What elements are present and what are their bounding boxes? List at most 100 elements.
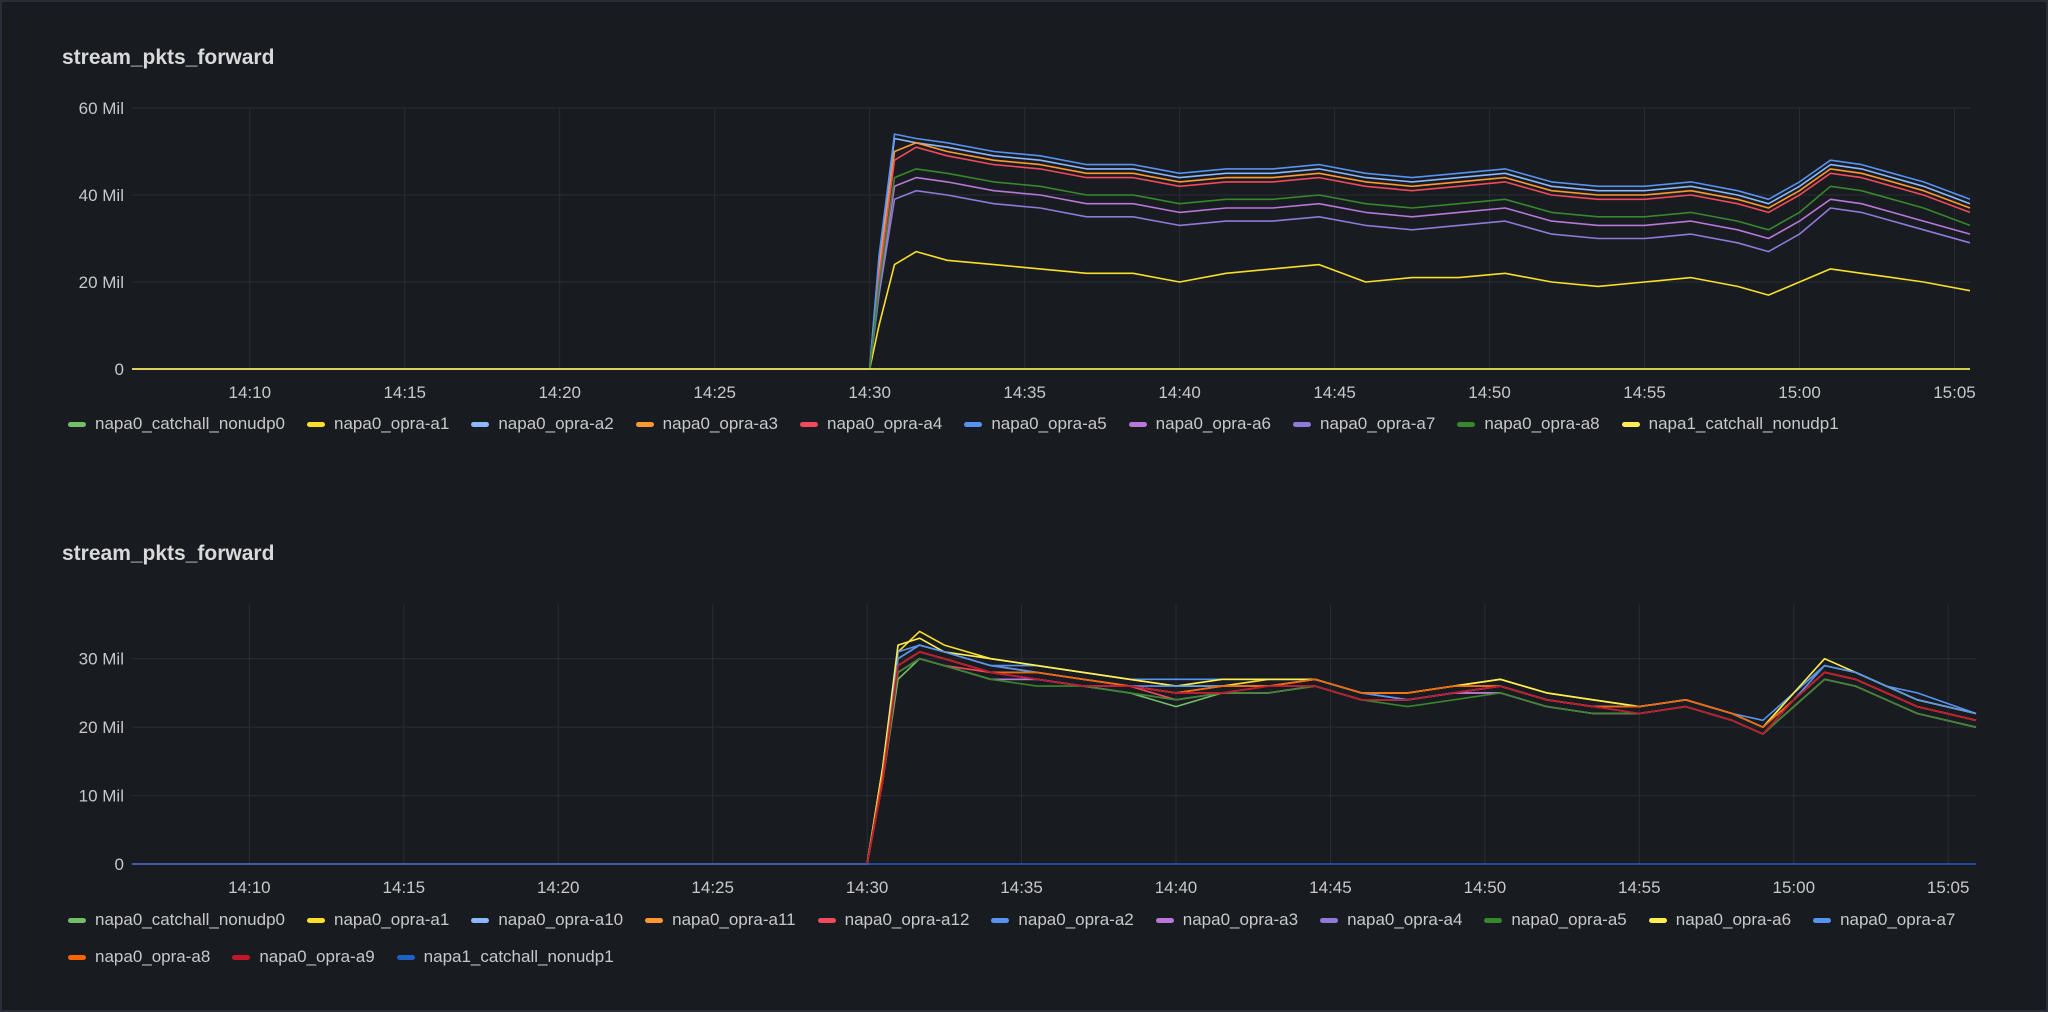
- legend-item[interactable]: napa0_opra-a5: [1484, 908, 1627, 932]
- x-tick-label: 15:00: [1772, 878, 1815, 897]
- series-line-napa0_opra-a3[interactable]: [132, 142, 1971, 370]
- legend-label: napa0_opra-a2: [498, 414, 614, 433]
- legend-item[interactable]: napa0_opra-a8: [1457, 412, 1600, 436]
- x-tick-label: 14:15: [383, 878, 426, 897]
- panel-title[interactable]: stream_pkts_forward: [62, 46, 275, 69]
- x-tick-label: 15:00: [1778, 383, 1821, 402]
- series-line-napa0_opra-a5[interactable]: [132, 657, 1977, 865]
- y-tick-label: 20 Mil: [79, 718, 124, 737]
- legend-item[interactable]: napa0_opra-a5: [964, 412, 1107, 436]
- x-tick-label: 14:25: [693, 383, 736, 402]
- legend-label: napa0_opra-a11: [672, 910, 796, 929]
- series-line-napa0_opra-a12[interactable]: [132, 657, 1977, 865]
- legend-item[interactable]: napa1_catchall_nonudp1: [396, 945, 614, 969]
- legend-swatch: [1484, 917, 1503, 923]
- legend-label: napa0_opra-a8: [1484, 414, 1600, 433]
- series-line-napa0_opra-a6[interactable]: [132, 176, 1971, 370]
- legend-item[interactable]: napa0_opra-a11: [645, 908, 796, 932]
- legend-swatch: [1155, 917, 1174, 923]
- legend-item[interactable]: napa0_opra-a6: [1128, 412, 1271, 436]
- legend-swatch: [1320, 917, 1339, 923]
- chart-plot[interactable]: 14:10 14:15 14:20 14:25 14:30 14:35 14:40 14:45…: [2, 498, 2046, 1010]
- panel-title[interactable]: stream_pkts_forward: [62, 542, 275, 565]
- legend-item[interactable]: napa1_catchall_nonudp1: [1621, 412, 1839, 436]
- legend-label: napa0_opra-a4: [827, 414, 943, 433]
- legend-item[interactable]: napa0_opra-a10: [471, 908, 623, 932]
- legend-item[interactable]: napa0_opra-a3: [635, 412, 778, 436]
- legend-item[interactable]: napa0_opra-a6: [1648, 908, 1792, 932]
- legend-swatch: [471, 421, 490, 427]
- x-tick-label: 14:30: [846, 878, 889, 897]
- series-line-napa0_opra-a8[interactable]: [132, 168, 1971, 370]
- time-series-panel: stream_pkts_forward 14:10 14:15 14:20 14:25…: [2, 498, 2046, 1010]
- y-tick-label: 40 Mil: [79, 186, 124, 205]
- series-line-napa0_opra-a3[interactable]: [132, 657, 1977, 865]
- series-line-napa0_opra-a5[interactable]: [132, 133, 1971, 370]
- legend-label: napa0_opra-a10: [498, 910, 624, 929]
- legend-swatch: [817, 917, 836, 923]
- legend-item[interactable]: napa0_opra-a8: [68, 945, 210, 969]
- legend-swatch: [307, 917, 326, 923]
- series-line-napa0_opra-a8[interactable]: [132, 651, 1977, 865]
- legend-swatch: [232, 954, 251, 960]
- legend-item[interactable]: napa0_opra-a4: [800, 412, 942, 436]
- series-line-napa0_opra-a1[interactable]: [132, 250, 1971, 370]
- legend-swatch: [645, 917, 664, 923]
- legend-item[interactable]: napa0_catchall_nonudp0: [68, 412, 285, 436]
- series-line-napa0_opra-a6[interactable]: [132, 637, 1977, 865]
- legend-label: napa0_opra-a5: [1511, 910, 1627, 929]
- time-series-panel: stream_pkts_forward 14:10 14:15 14:20 14:25…: [2, 2, 2046, 492]
- x-tick-label: 14:30: [848, 383, 891, 402]
- legend-item[interactable]: napa0_catchall_nonudp0: [68, 908, 285, 932]
- legend-label: napa0_opra-a7: [1319, 414, 1436, 433]
- x-tick-label: 14:25: [691, 878, 734, 897]
- legend-item[interactable]: napa0_opra-a3: [1155, 908, 1298, 932]
- legend-label: napa0_opra-a4: [1347, 910, 1463, 929]
- series-line-napa0_opra-a9[interactable]: [132, 651, 1977, 865]
- legend-item[interactable]: napa0_opra-a1: [307, 908, 449, 932]
- legend-item[interactable]: napa0_opra-a7: [1292, 412, 1436, 436]
- series-line-napa0_catchall_nonudp0[interactable]: [132, 657, 1977, 865]
- legend-swatch: [991, 917, 1010, 923]
- legend-swatch: [1457, 421, 1476, 427]
- y-tick-label: 0: [115, 360, 124, 379]
- legend-label: napa0_opra-a6: [1155, 414, 1271, 433]
- legend-label: napa0_opra-a2: [1018, 910, 1134, 929]
- x-tick-label: 14:55: [1618, 878, 1661, 897]
- series-line-napa0_opra-a11[interactable]: [132, 644, 1977, 865]
- chart-legend: napa0_catchall_nonudp0 napa0_opra-a1 napa0…: [68, 908, 1968, 969]
- legend-label: napa0_opra-a1: [334, 910, 450, 929]
- legend-item[interactable]: napa0_opra-a1: [307, 412, 449, 436]
- legend-label: napa0_opra-a5: [991, 414, 1107, 433]
- legend-item[interactable]: napa0_opra-a2: [471, 412, 614, 436]
- legend-label: napa0_opra-a8: [95, 947, 211, 966]
- series-line-napa0_opra-a10[interactable]: [132, 651, 1977, 865]
- legend-item[interactable]: napa0_opra-a7: [1813, 908, 1955, 932]
- legend-swatch: [800, 421, 818, 427]
- legend-label: napa0_opra-a3: [662, 414, 778, 433]
- series-line-napa0_opra-a2[interactable]: [132, 137, 1971, 370]
- legend-label: napa0_opra-a6: [1675, 910, 1792, 929]
- legend-swatch: [68, 917, 86, 923]
- series-line-napa0_opra-a2[interactable]: [132, 644, 1977, 865]
- series-line-napa0_opra-a7[interactable]: [132, 189, 1971, 370]
- legend-swatch: [964, 421, 983, 427]
- y-tick-label: 0: [115, 855, 124, 874]
- series-line-napa0_opra-a4[interactable]: [132, 146, 1971, 370]
- legend-item[interactable]: napa0_opra-a9: [232, 945, 375, 969]
- series-line-napa0_opra-a4[interactable]: [132, 651, 1977, 865]
- legend-swatch: [1621, 421, 1640, 427]
- legend-item[interactable]: napa0_opra-a2: [991, 908, 1134, 932]
- chart-plot[interactable]: 14:10 14:15 14:20 14:25 14:30 14:35 14:40 14:45…: [2, 2, 2046, 492]
- x-tick-label: 14:50: [1468, 383, 1511, 402]
- legend-item[interactable]: napa0_opra-a12: [817, 908, 969, 932]
- legend-swatch: [396, 954, 415, 960]
- x-tick-label: 14:45: [1313, 383, 1356, 402]
- series-line-napa0_opra-a7[interactable]: [132, 644, 1977, 865]
- x-tick-label: 15:05: [1933, 383, 1976, 402]
- legend-swatch: [1648, 917, 1667, 923]
- x-tick-label: 14:55: [1623, 383, 1666, 402]
- legend-item[interactable]: napa0_opra-a4: [1320, 908, 1462, 932]
- series-line-napa0_opra-a1[interactable]: [132, 630, 1977, 865]
